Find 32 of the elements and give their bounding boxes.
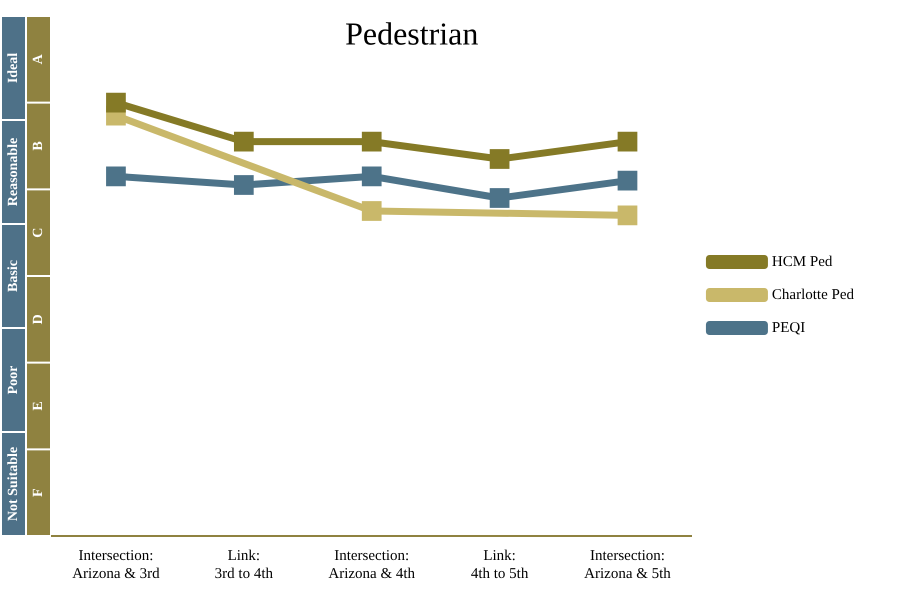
text: C	[31, 228, 46, 238]
point	[618, 205, 638, 226]
point	[106, 92, 126, 113]
point	[106, 166, 126, 186]
point	[234, 175, 254, 195]
legend-label: HCM Ped	[772, 254, 833, 270]
text: Reasonable	[6, 138, 22, 206]
chart-title: Pedestrian	[345, 15, 478, 52]
point	[618, 132, 638, 152]
point	[362, 166, 382, 186]
point	[490, 188, 510, 208]
text: E	[31, 401, 46, 411]
x-tick-label: Link: 3rd to 4th	[214, 548, 274, 582]
text: B	[31, 141, 46, 151]
text: D	[31, 314, 46, 324]
text: Not Suitable	[6, 446, 22, 522]
point	[362, 132, 382, 152]
x-tick-label: Intersection: Arizona & 4th	[328, 548, 416, 582]
x-tick-label: Link: 4th to 5th	[470, 548, 529, 582]
point	[362, 201, 382, 221]
text: Poor	[6, 366, 22, 394]
x-tick-label: Intersection: Arizona & 5th	[584, 548, 672, 582]
text: A	[31, 53, 46, 64]
point	[490, 149, 510, 169]
point	[234, 132, 254, 152]
text: Basic	[6, 260, 22, 292]
text: F	[31, 488, 46, 497]
legend-label: PEQI	[772, 320, 806, 336]
text: Ideal	[6, 52, 22, 84]
point	[618, 170, 638, 191]
x-tick-label: Intersection: Arizona & 3rd	[72, 548, 160, 582]
legend-label: Charlotte Ped	[772, 286, 854, 303]
